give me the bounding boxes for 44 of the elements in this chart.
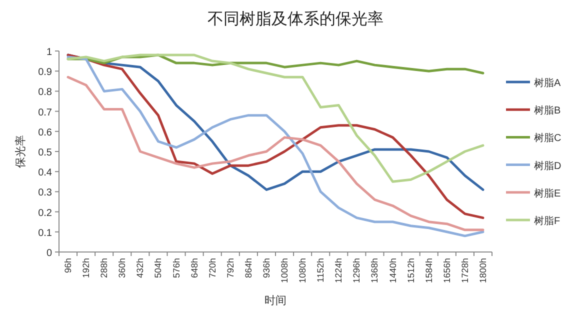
x-tick-label: 1584h (424, 258, 434, 284)
x-tick-label: 504h (153, 258, 164, 278)
x-tick-label: 192h (81, 258, 92, 278)
x-tick-label: 1152h (316, 258, 326, 282)
x-tick-label: 648h (189, 258, 200, 278)
legend-label: 树脂F (534, 215, 560, 227)
y-tick-label: 0.2 (38, 208, 52, 219)
legend-label: 树脂A (534, 77, 561, 89)
x-tick-label: 792h (225, 258, 236, 278)
y-tick-label: 0 (46, 248, 52, 259)
y-tick-label: 0.5 (38, 148, 52, 158)
x-tick-label: 864h (243, 258, 254, 278)
y-tick-label: 1 (46, 47, 52, 58)
x-tick-label: 1440h (388, 258, 398, 284)
y-tick-label: 0.7 (38, 107, 52, 118)
x-tick-label: 96h (63, 258, 74, 274)
x-tick-label: 936h (261, 258, 272, 278)
x-tick-label: 1224h (334, 258, 344, 284)
x-tick-label: 360h (117, 258, 128, 278)
x-axis-title: 时间 (264, 294, 286, 307)
x-tick-label: 1080h (298, 258, 308, 284)
x-tick-label: 1800h (478, 258, 488, 284)
y-tick-label: 0.4 (38, 168, 52, 179)
x-tick-label: 288h (99, 258, 110, 278)
x-tick-label: 1728h (460, 258, 470, 284)
y-axis-title: 保光率 (14, 135, 27, 168)
x-tick-label: 720h (207, 258, 218, 278)
x-tick-label: 1656h (442, 258, 452, 284)
x-tick-label: 576h (171, 258, 182, 278)
x-tick-label: 1512h (406, 258, 416, 284)
y-tick-label: 0.6 (38, 127, 52, 138)
x-tick-label: 1296h (352, 258, 362, 284)
legend-label: 树脂D (534, 160, 562, 172)
legend-label: 树脂B (534, 104, 561, 117)
legend-label: 树脂E (534, 187, 561, 200)
legend-label: 树脂C (534, 132, 562, 144)
y-tick-label: 0.1 (38, 228, 52, 239)
y-tick-label: 0.3 (38, 188, 52, 199)
x-tick-label: 432h (135, 258, 146, 278)
y-tick-label: 0.9 (38, 67, 52, 78)
x-tick-label: 1008h (280, 258, 290, 284)
x-tick-label: 1368h (370, 258, 380, 284)
y-tick-label: 0.8 (38, 87, 52, 98)
chart-title: 不同树脂及体系的保光率 (208, 10, 384, 28)
